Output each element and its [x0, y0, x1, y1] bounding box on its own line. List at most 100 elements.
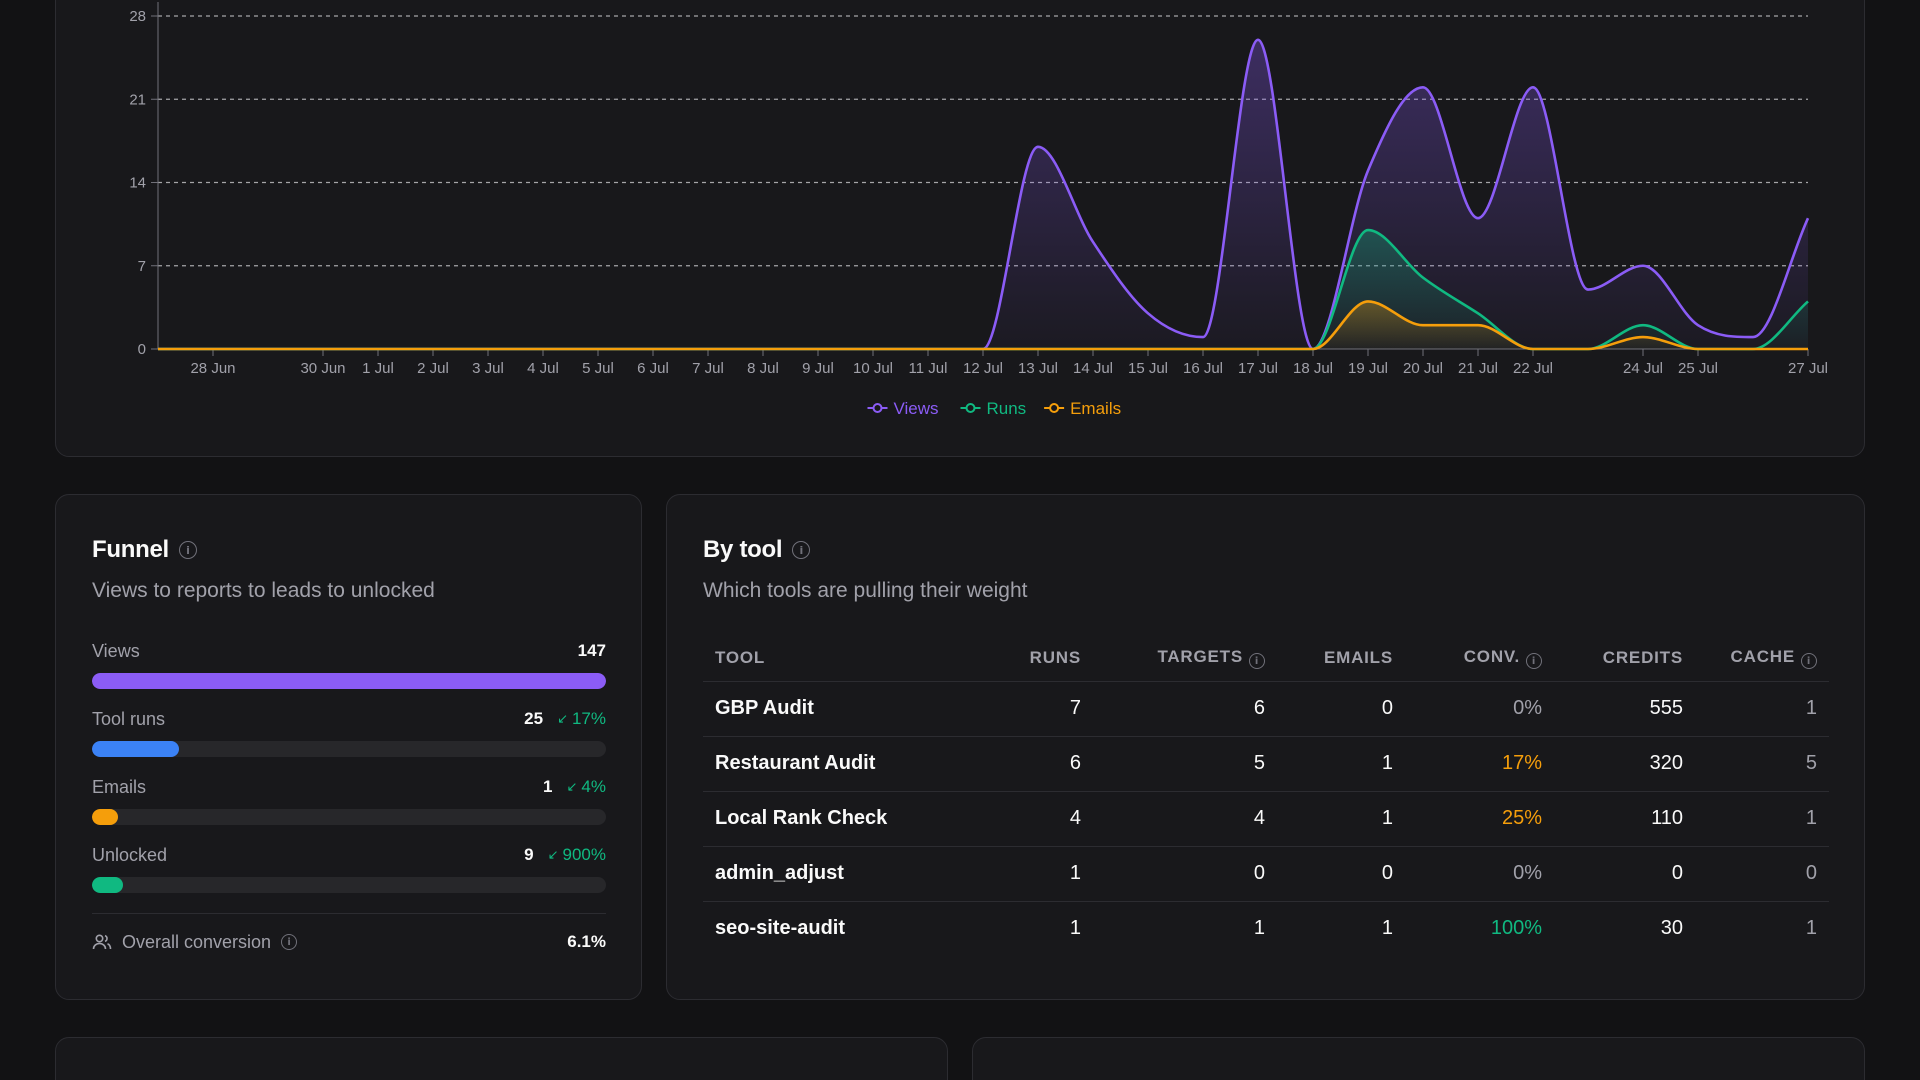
cell-emails: 0 — [1277, 846, 1405, 902]
cell-emails: 1 — [1381, 917, 1393, 940]
table-row[interactable]: Restaurant Audit 6 5 1 17% 320 5 — [703, 736, 1829, 792]
y-tick-label: 21 — [129, 91, 146, 108]
cell-emails: 0 — [1277, 681, 1405, 737]
column-header-targets[interactable]: TARGETS i — [1093, 635, 1277, 682]
info-icon[interactable]: i — [281, 934, 298, 950]
column-header-text: RUNS — [1029, 647, 1081, 667]
x-tick-label: 6 Jul — [637, 360, 669, 377]
column-header-tool[interactable]: TOOL — [703, 635, 979, 682]
funnel-row-views: Views 147 — [92, 639, 606, 689]
cell-runs: 7 — [979, 681, 1093, 737]
cell-tool: admin_adjust — [703, 846, 979, 902]
funnel-row-label: Views — [92, 640, 140, 661]
cell-conv: 100% — [1490, 917, 1542, 940]
activity-chart-card: 0 7 14 21 28 28 Jun 30 Jun 1 Jul 2 Jul 3 Jul 4 Jul… — [55, 0, 1865, 457]
cell-conv: 25% — [1405, 791, 1554, 847]
funnel-title-text: Funnel — [92, 536, 169, 563]
y-tick-label: 7 — [138, 258, 146, 275]
overall-conversion-value: 6.1% — [567, 932, 606, 951]
info-icon[interactable]: i — [1801, 653, 1817, 669]
series-area-emails — [158, 301, 1808, 349]
column-header-conv[interactable]: CONV. i — [1405, 635, 1554, 682]
arrow-down-left-icon: ↙ — [566, 779, 578, 795]
funnel-title: Funnel i — [92, 536, 197, 564]
funnel-row-rate: ↙ 17% — [557, 709, 606, 729]
table-row[interactable]: GBP Audit 7 6 0 0% 555 1 — [703, 681, 1829, 737]
legend-label-views: Views — [894, 399, 939, 418]
bottom-right-card — [972, 1037, 1865, 1080]
cell-runs: 4 — [979, 791, 1093, 847]
by-tool-title: By tool i — [703, 536, 811, 564]
info-icon[interactable]: i — [1249, 653, 1265, 669]
overall-conversion-label: Overall conversion — [122, 931, 272, 952]
info-icon[interactable]: i — [178, 541, 197, 559]
cell-tool: seo-site-audit — [715, 917, 846, 940]
table-row[interactable]: seo-site-audit 1 1 1 100% 30 1 — [703, 901, 1829, 956]
x-tick-label: 20 Jul — [1403, 360, 1443, 377]
cell-runs: 6 — [979, 736, 1093, 792]
table-row[interactable]: Local Rank Check 4 4 1 25% 110 1 — [703, 791, 1829, 847]
funnel-row-label: Emails — [92, 776, 147, 797]
cell-tool: Local Rank Check — [703, 791, 979, 847]
table-row[interactable]: admin_adjust 1 0 0 0% 0 0 — [703, 846, 1829, 902]
x-tick-label: 1 Jul — [362, 360, 394, 377]
cell-targets: 0 — [1093, 846, 1277, 902]
funnel-bar-track — [92, 809, 606, 825]
funnel-bar-track — [92, 741, 606, 757]
column-header-text: EMAILS — [1323, 647, 1393, 667]
funnel-row-value: 25 — [524, 709, 544, 728]
cell-cache: 1 — [1695, 791, 1829, 847]
legend-label-runs: Runs — [987, 399, 1027, 418]
cell-credits: 0 — [1554, 846, 1695, 902]
cell-cache: 1 — [1695, 681, 1829, 737]
funnel-row-value: 1 — [543, 777, 553, 796]
funnel-bar-fill — [92, 673, 606, 689]
x-tick-label: 28 Jun — [190, 360, 235, 377]
x-tick-label: 13 Jul — [1018, 360, 1058, 377]
funnel-bar-fill — [92, 809, 118, 825]
x-tick-label: 14 Jul — [1073, 360, 1113, 377]
cell-emails: 1 — [1277, 791, 1405, 847]
cell-emails: 1 — [1277, 736, 1405, 792]
column-header-cache[interactable]: CACHE i — [1695, 635, 1829, 682]
cell-runs: 1 — [979, 846, 1093, 902]
x-tick-label: 7 Jul — [692, 360, 724, 377]
cell-targets: 1 — [1253, 917, 1265, 940]
overall-conversion: Overall conversion i 6.1% — [92, 927, 606, 957]
x-tick-label: 22 Jul — [1513, 360, 1553, 377]
funnel-row-rate-text: 4% — [581, 777, 606, 796]
activity-chart: 0 7 14 21 28 28 Jun 30 Jun 1 Jul 2 Jul 3 Jul 4 Jul… — [129, 2, 1828, 418]
info-icon[interactable]: i — [792, 541, 811, 559]
funnel-card: Funnel i Views to reports to leads to un… — [55, 494, 642, 1000]
cell-cache: 0 — [1695, 846, 1829, 902]
column-header-emails[interactable]: EMAILS — [1277, 635, 1405, 682]
x-tick-label: 17 Jul — [1238, 360, 1278, 377]
series-line-emails — [158, 300, 1808, 351]
funnel-row-emails: Emails 1 ↙ 4% — [92, 775, 606, 825]
x-tick-label: 30 Jun — [300, 360, 345, 377]
cell-targets: 4 — [1093, 791, 1277, 847]
legend-dot-views — [872, 403, 883, 413]
cell-credits: 320 — [1554, 736, 1695, 792]
funnel-row-tool-runs: Tool runs 25 ↙ 17% — [92, 707, 606, 757]
column-header-credits[interactable]: CREDITS — [1554, 635, 1695, 682]
funnel-bar-track — [92, 877, 606, 893]
info-icon[interactable]: i — [1526, 653, 1542, 669]
x-tick-label: 10 Jul — [853, 360, 893, 377]
column-header-text: TOOL — [715, 647, 766, 667]
cell-conv: 17% — [1405, 736, 1554, 792]
cell-credits: 110 — [1554, 791, 1695, 847]
funnel-row-unlocked: Unlocked 9 ↙ 900% — [92, 843, 606, 893]
cell-credits: 555 — [1554, 681, 1695, 737]
cell-runs: 1 — [1069, 917, 1081, 940]
by-tool-subtitle: Which tools are pulling their weight — [703, 579, 1028, 602]
by-tool-card: By tool i Which tools are pulling their … — [666, 494, 1865, 1000]
cell-tool: GBP Audit — [703, 681, 979, 737]
x-tick-label: 18 Jul — [1293, 360, 1333, 377]
by-tool-title-text: By tool — [703, 536, 783, 563]
column-header-runs[interactable]: RUNS — [979, 635, 1093, 682]
arrow-down-left-icon: ↙ — [547, 847, 559, 863]
cell-cache: 5 — [1695, 736, 1829, 792]
column-header-text: CONV. — [1463, 646, 1520, 666]
funnel-bar-fill — [92, 877, 123, 893]
